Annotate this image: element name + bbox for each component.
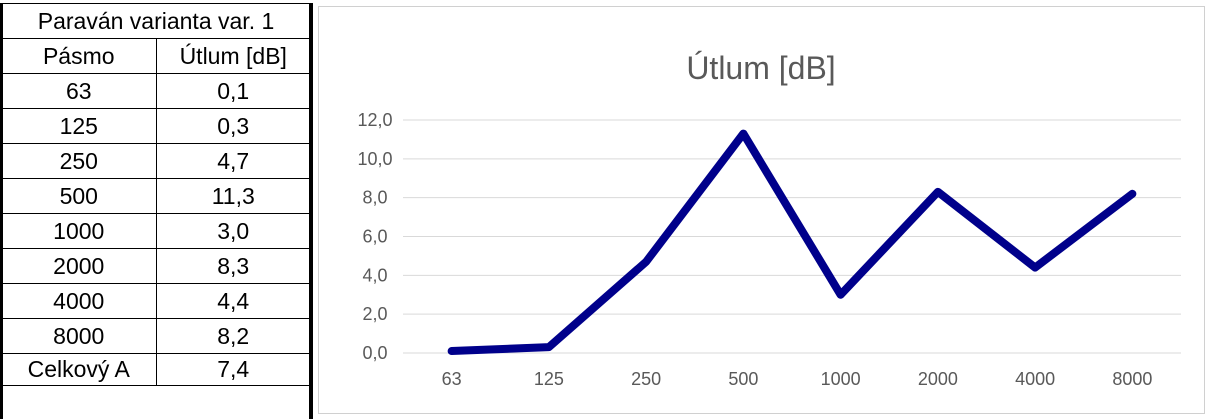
y-tick-label: 8,0 — [362, 188, 387, 208]
table-row: 1000 3,0 — [1, 213, 311, 249]
cell-attenuation: 4,4 — [155, 283, 311, 319]
chart-area: Útlum [dB] 0,0 2,0 4,0 6,0 8,0 10,0 12,0 63 125… — [318, 6, 1205, 414]
table-row: 8000 8,2 — [1, 318, 311, 354]
table-row: 250 4,7 — [1, 143, 311, 179]
cell-attenuation: 0,3 — [155, 108, 311, 144]
cell-band: 500 — [1, 178, 157, 214]
y-tick-label: 2,0 — [362, 304, 387, 324]
cell-band: 4000 — [1, 283, 157, 319]
table-header-row: Pásmo Útlum [dB] — [1, 38, 311, 74]
x-tick-label: 500 — [728, 369, 758, 389]
data-table: Paraván varianta var. 1 Pásmo Útlum [dB]… — [1, 3, 311, 386]
x-tick-label: 2000 — [918, 369, 958, 389]
cell-band: 8000 — [1, 318, 157, 354]
gridlines — [403, 119, 1181, 354]
cell-attenuation: 7,4 — [155, 353, 311, 386]
x-axis-labels: 63 125 250 500 1000 2000 4000 8000 — [442, 369, 1153, 389]
header-band: Pásmo — [1, 38, 157, 74]
table-title: Paraván varianta var. 1 — [1, 3, 311, 39]
table-row: 125 0,3 — [1, 108, 311, 144]
x-tick-label: 4000 — [1015, 369, 1055, 389]
table-row: 500 11,3 — [1, 178, 311, 214]
cell-band: 1000 — [1, 213, 157, 249]
x-tick-label: 63 — [442, 369, 462, 389]
cell-attenuation: 4,7 — [155, 143, 311, 179]
y-tick-label: 10,0 — [357, 149, 392, 169]
table-row: Celkový A 7,4 — [1, 353, 311, 386]
chart-title: Útlum [dB] — [686, 50, 835, 86]
table-row: 4000 4,4 — [1, 283, 311, 319]
table-outer-border-right — [309, 3, 313, 419]
cell-attenuation: 8,2 — [155, 318, 311, 354]
x-tick-label: 125 — [534, 369, 564, 389]
cell-band: Celkový A — [1, 353, 157, 386]
cell-band: 2000 — [1, 248, 157, 284]
cell-attenuation: 3,0 — [155, 213, 311, 249]
y-tick-label: 0,0 — [362, 343, 387, 363]
x-tick-label: 250 — [631, 369, 661, 389]
table-title-row: Paraván varianta var. 1 — [1, 3, 311, 39]
y-tick-label: 12,0 — [357, 110, 392, 130]
cell-attenuation: 8,3 — [155, 248, 311, 284]
y-tick-label: 6,0 — [362, 227, 387, 247]
header-attenuation: Útlum [dB] — [155, 38, 311, 74]
x-tick-label: 1000 — [821, 369, 861, 389]
x-tick-label: 8000 — [1112, 369, 1152, 389]
cell-band: 250 — [1, 143, 157, 179]
cell-attenuation: 11,3 — [155, 178, 311, 214]
table-row: 2000 8,3 — [1, 248, 311, 284]
cell-band: 125 — [1, 108, 157, 144]
table-row: 63 0,1 — [1, 73, 311, 109]
cell-band: 63 — [1, 73, 157, 109]
y-tick-label: 4,0 — [362, 265, 387, 285]
y-axis-labels: 0,0 2,0 4,0 6,0 8,0 10,0 12,0 — [357, 110, 392, 363]
series-line — [447, 129, 1137, 356]
cell-attenuation: 0,1 — [155, 73, 311, 109]
line-chart: Útlum [dB] 0,0 2,0 4,0 6,0 8,0 10,0 12,0 63 125… — [357, 50, 1181, 389]
